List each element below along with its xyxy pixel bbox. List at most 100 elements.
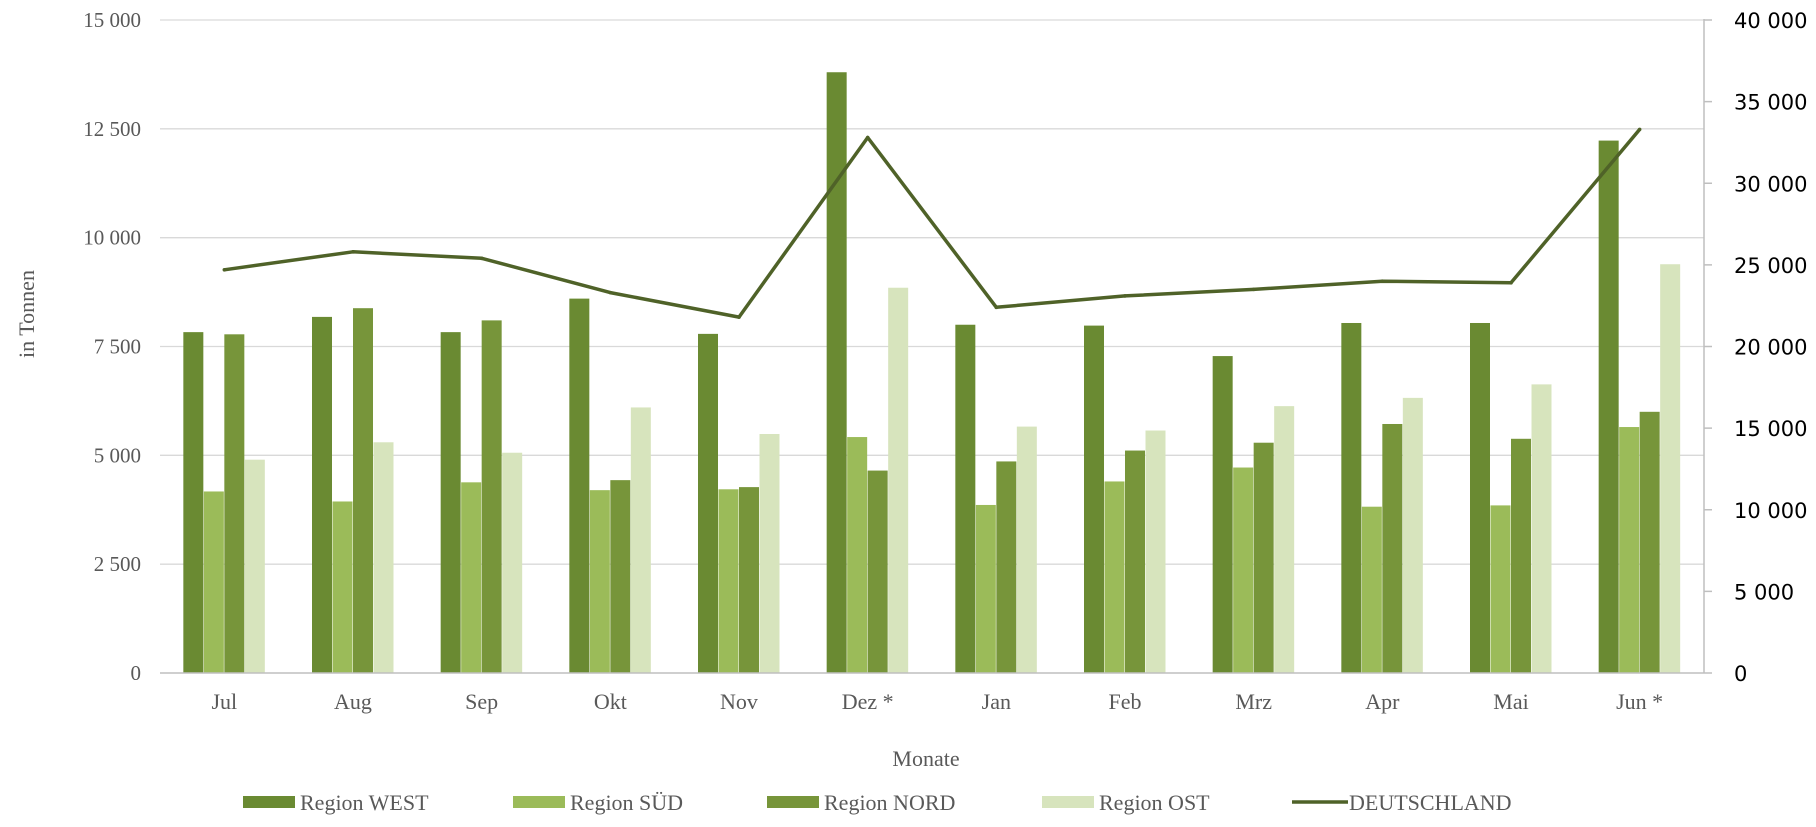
bar-region-s-d bbox=[1104, 481, 1125, 673]
bar-region-s-d bbox=[203, 491, 224, 673]
line-deutschland bbox=[224, 128, 1642, 319]
bar-region-ost bbox=[759, 434, 780, 673]
y-tick-label: 2 500 bbox=[94, 552, 141, 576]
line-point bbox=[865, 135, 870, 140]
bar-region-west bbox=[440, 332, 461, 673]
bar-region-ost bbox=[1016, 426, 1037, 673]
bar-region-nord bbox=[1125, 450, 1145, 673]
x-tick-label: Sep bbox=[465, 689, 498, 714]
legend-label: Region SÜD bbox=[570, 790, 683, 815]
gridlines bbox=[160, 19, 1704, 565]
x-tick-label: Mai bbox=[1493, 689, 1528, 714]
x-tick-label: Okt bbox=[594, 689, 627, 714]
bar-region-ost bbox=[1402, 397, 1423, 673]
bar-region-s-d bbox=[847, 437, 868, 673]
bar-region-nord bbox=[610, 480, 631, 673]
x-tick-label: Apr bbox=[1365, 689, 1400, 714]
y-tick-label: 5 000 bbox=[94, 443, 141, 467]
bar-region-s-d bbox=[1490, 505, 1511, 673]
legend-label: Region WEST bbox=[300, 790, 429, 815]
line-point bbox=[222, 267, 227, 272]
y2-tick-label: 10 000 bbox=[1734, 499, 1807, 523]
bar-region-nord bbox=[224, 334, 245, 673]
axes-group bbox=[160, 19, 1712, 674]
bar-region-nord bbox=[739, 487, 759, 673]
y2-tick-label: 25 000 bbox=[1734, 254, 1807, 278]
bar-region-nord bbox=[1382, 423, 1403, 673]
bar-region-ost bbox=[1274, 406, 1295, 673]
x-tick-label: Jun * bbox=[1616, 689, 1663, 714]
line-point bbox=[608, 290, 613, 295]
line-point bbox=[1251, 287, 1256, 292]
line-point bbox=[1123, 294, 1127, 298]
left-axis-ticks: 0 2 500 5 000 7 500 10 000 12 500 15 000 bbox=[83, 8, 141, 685]
x-tick-label: Jul bbox=[211, 689, 237, 714]
bar-region-s-d bbox=[975, 504, 996, 673]
bar-region-ost bbox=[888, 287, 909, 673]
line-point bbox=[351, 250, 355, 254]
legend-label: Region OST bbox=[1099, 790, 1210, 815]
line-point bbox=[1380, 279, 1385, 284]
bar-region-nord bbox=[353, 308, 373, 673]
bar-region-ost bbox=[502, 452, 523, 673]
bar-region-ost bbox=[1660, 264, 1681, 673]
y2-tick-label: 15 000 bbox=[1734, 417, 1807, 441]
y2-tick-label: 30 000 bbox=[1734, 172, 1807, 196]
line-point bbox=[994, 305, 999, 310]
y-tick-label: 15 000 bbox=[83, 8, 141, 32]
line-point bbox=[1509, 281, 1513, 285]
bar-region-west bbox=[183, 332, 204, 673]
line-point bbox=[479, 256, 484, 261]
bar-region-nord bbox=[996, 461, 1017, 673]
bar-region-nord bbox=[481, 320, 502, 673]
bar-region-s-d bbox=[1233, 467, 1254, 673]
legend-label: Region NORD bbox=[824, 790, 955, 815]
bar-region-nord bbox=[1511, 438, 1531, 673]
bar-region-ost bbox=[1531, 384, 1552, 673]
y-tick-label: 12 500 bbox=[83, 117, 141, 141]
bar-region-west bbox=[826, 72, 847, 674]
bar-region-west bbox=[1341, 322, 1362, 673]
bar-region-west bbox=[569, 298, 590, 673]
y-tick-label: 10 000 bbox=[83, 226, 141, 250]
bar-region-west bbox=[698, 333, 718, 673]
bar-region-west bbox=[955, 324, 976, 673]
line-series-group bbox=[222, 127, 1642, 319]
y2-tick-label: 40 000 bbox=[1734, 9, 1807, 33]
line-point bbox=[737, 315, 741, 319]
y-axis-title: in Tonnen bbox=[14, 270, 39, 358]
y2-tick-label: 5 000 bbox=[1734, 580, 1794, 604]
x-tick-label: Mrz bbox=[1235, 689, 1272, 714]
bar-region-west bbox=[1598, 140, 1619, 673]
right-axis-ticks: 0 5 000 10 000 15 000 20 000 25 000 30 000 35 0… bbox=[1734, 9, 1807, 686]
x-axis-title: Monate bbox=[892, 746, 959, 771]
bar-region-ost bbox=[244, 459, 265, 673]
x-tick-label: Nov bbox=[720, 689, 758, 714]
x-tick-label: Jan bbox=[982, 689, 1011, 714]
bar-region-s-d bbox=[1361, 506, 1382, 673]
x-axis-ticks: Jul Aug Sep Okt Nov Dez * Jan Feb Mrz Apr Mai Jun * bbox=[211, 689, 1663, 714]
legend-swatch bbox=[1042, 796, 1094, 808]
bar-region-west bbox=[1212, 356, 1233, 673]
legend-swatch bbox=[243, 796, 295, 808]
bar-region-s-d bbox=[461, 482, 482, 673]
y2-tick-label: 20 000 bbox=[1734, 336, 1807, 360]
bar-region-nord bbox=[867, 470, 888, 673]
bar-region-west bbox=[1470, 322, 1490, 673]
bar-region-west bbox=[312, 316, 332, 673]
bar-region-ost bbox=[630, 407, 651, 673]
x-tick-label: Dez * bbox=[842, 689, 894, 714]
line-point bbox=[1637, 127, 1642, 132]
y-tick-label: 7 500 bbox=[94, 335, 141, 359]
y2-tick-label: 35 000 bbox=[1734, 91, 1807, 115]
y-tick-label: 0 bbox=[131, 661, 142, 685]
bar-region-s-d bbox=[589, 490, 610, 673]
bar-region-s-d bbox=[718, 489, 739, 673]
bar-region-s-d bbox=[1619, 427, 1640, 673]
bar-region-nord bbox=[1253, 442, 1274, 673]
legend-swatch bbox=[767, 796, 819, 808]
bar-region-ost bbox=[373, 442, 394, 673]
x-tick-label: Aug bbox=[334, 689, 372, 714]
y2-tick-label: 0 bbox=[1734, 662, 1747, 686]
